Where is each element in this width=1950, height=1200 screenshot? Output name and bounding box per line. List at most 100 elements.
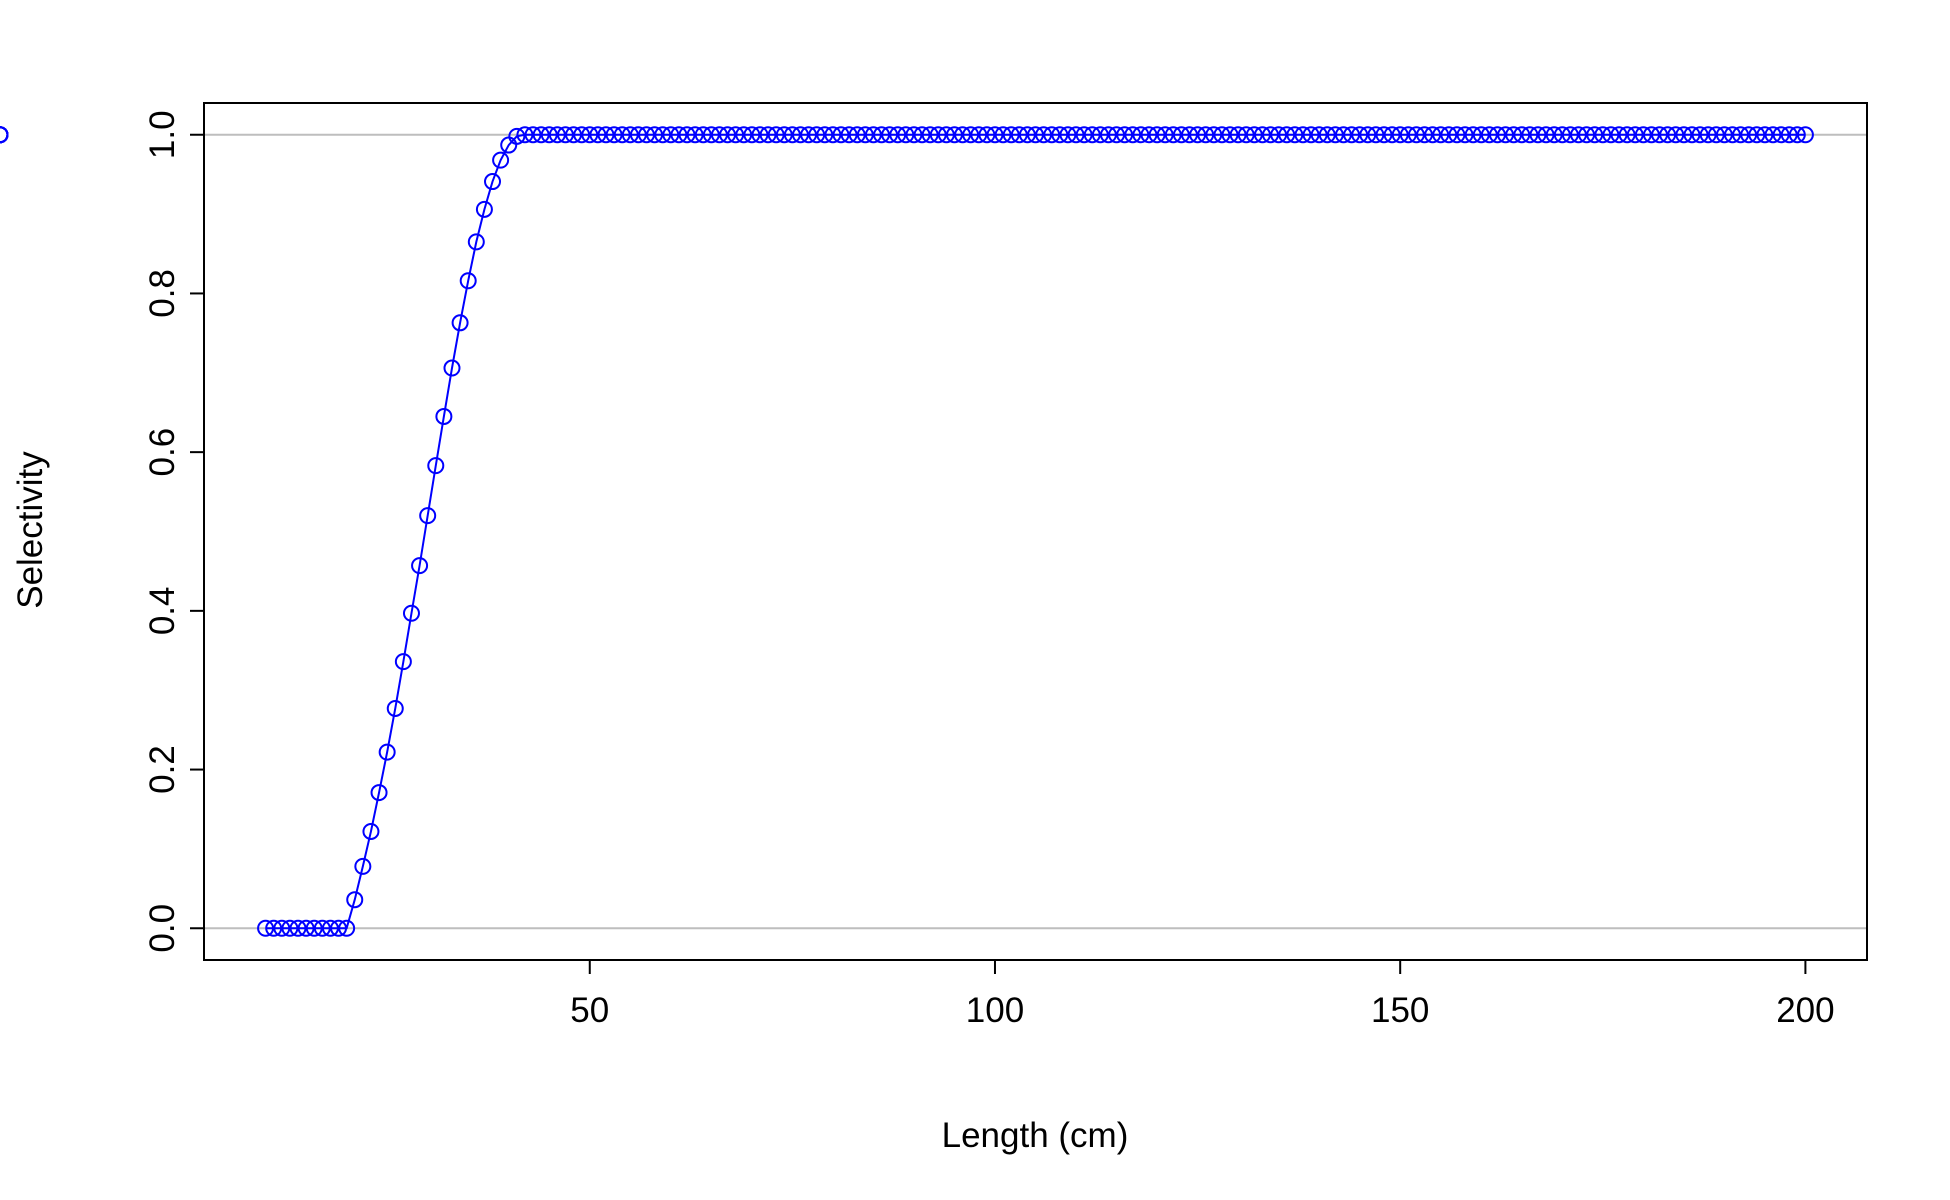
point [435,407,453,425]
point [451,314,469,332]
point [1626,126,1644,144]
point [419,507,437,525]
point [816,126,834,144]
point [1172,126,1190,144]
point [629,126,647,144]
point [1488,126,1506,144]
x-tick-label: 50 [570,991,609,1030]
point [1018,126,1036,144]
point [1756,126,1774,144]
y-axis-label: Selectivity [11,451,50,609]
point [1221,126,1239,144]
point [800,126,818,144]
point [1578,126,1596,144]
y-tick-label: 0.6 [143,428,182,477]
point [913,126,931,144]
x-tick-label: 200 [1776,991,1834,1030]
point [1148,126,1166,144]
point [646,126,664,144]
point [265,919,283,937]
point [1464,126,1482,144]
point [532,126,550,144]
point [994,126,1012,144]
point [492,151,510,169]
point [1545,126,1563,144]
point [978,126,996,144]
point [1164,126,1182,144]
point [1351,126,1369,144]
point [824,126,842,144]
point [1343,126,1361,144]
point [1691,126,1709,144]
point [873,126,891,144]
point [330,919,348,937]
point [459,272,477,290]
point [905,126,923,144]
point [686,126,704,144]
point [1796,126,1814,144]
point [1091,126,1109,144]
point [1610,126,1628,144]
point [1310,126,1328,144]
point [1521,126,1539,144]
point [1043,126,1061,144]
point [605,126,623,144]
point [573,126,591,144]
point [1732,126,1750,144]
point [694,126,712,144]
point [1529,126,1547,144]
point [1651,126,1669,144]
y-tick-label: 0.0 [143,904,182,953]
point [1399,126,1417,144]
point [305,919,323,937]
point [1561,126,1579,144]
point [654,126,672,144]
point [1010,126,1028,144]
point [1326,126,1344,144]
point [508,127,526,145]
point [1707,126,1725,144]
point [1569,126,1587,144]
point [937,126,955,144]
point [1375,126,1393,144]
point [1302,126,1320,144]
x-tick-label: 100 [966,991,1024,1030]
point [1059,126,1077,144]
point [929,126,947,144]
point [881,126,899,144]
point [1586,126,1604,144]
point [1237,126,1255,144]
point [1262,126,1280,144]
point [1035,126,1053,144]
point [394,653,412,671]
point [1659,126,1677,144]
point [1391,126,1409,144]
point [1456,126,1474,144]
point [338,919,356,937]
point [1675,126,1693,144]
point [1448,126,1466,144]
point [1699,126,1717,144]
series-line [265,133,1806,930]
point [1027,126,1044,144]
point [548,126,566,144]
y-tick-label: 0.8 [143,269,182,318]
point [1480,126,1498,144]
point [565,126,583,144]
point [775,126,793,144]
point [467,233,485,251]
point [962,126,980,144]
point [1472,126,1490,144]
point [897,126,915,144]
point [970,126,988,144]
point [516,126,534,144]
point [1505,126,1523,144]
point [313,919,331,937]
point [1075,126,1093,144]
point [354,857,372,875]
point [1764,126,1782,144]
point [1156,126,1174,144]
point [864,126,882,144]
point [1432,126,1450,144]
